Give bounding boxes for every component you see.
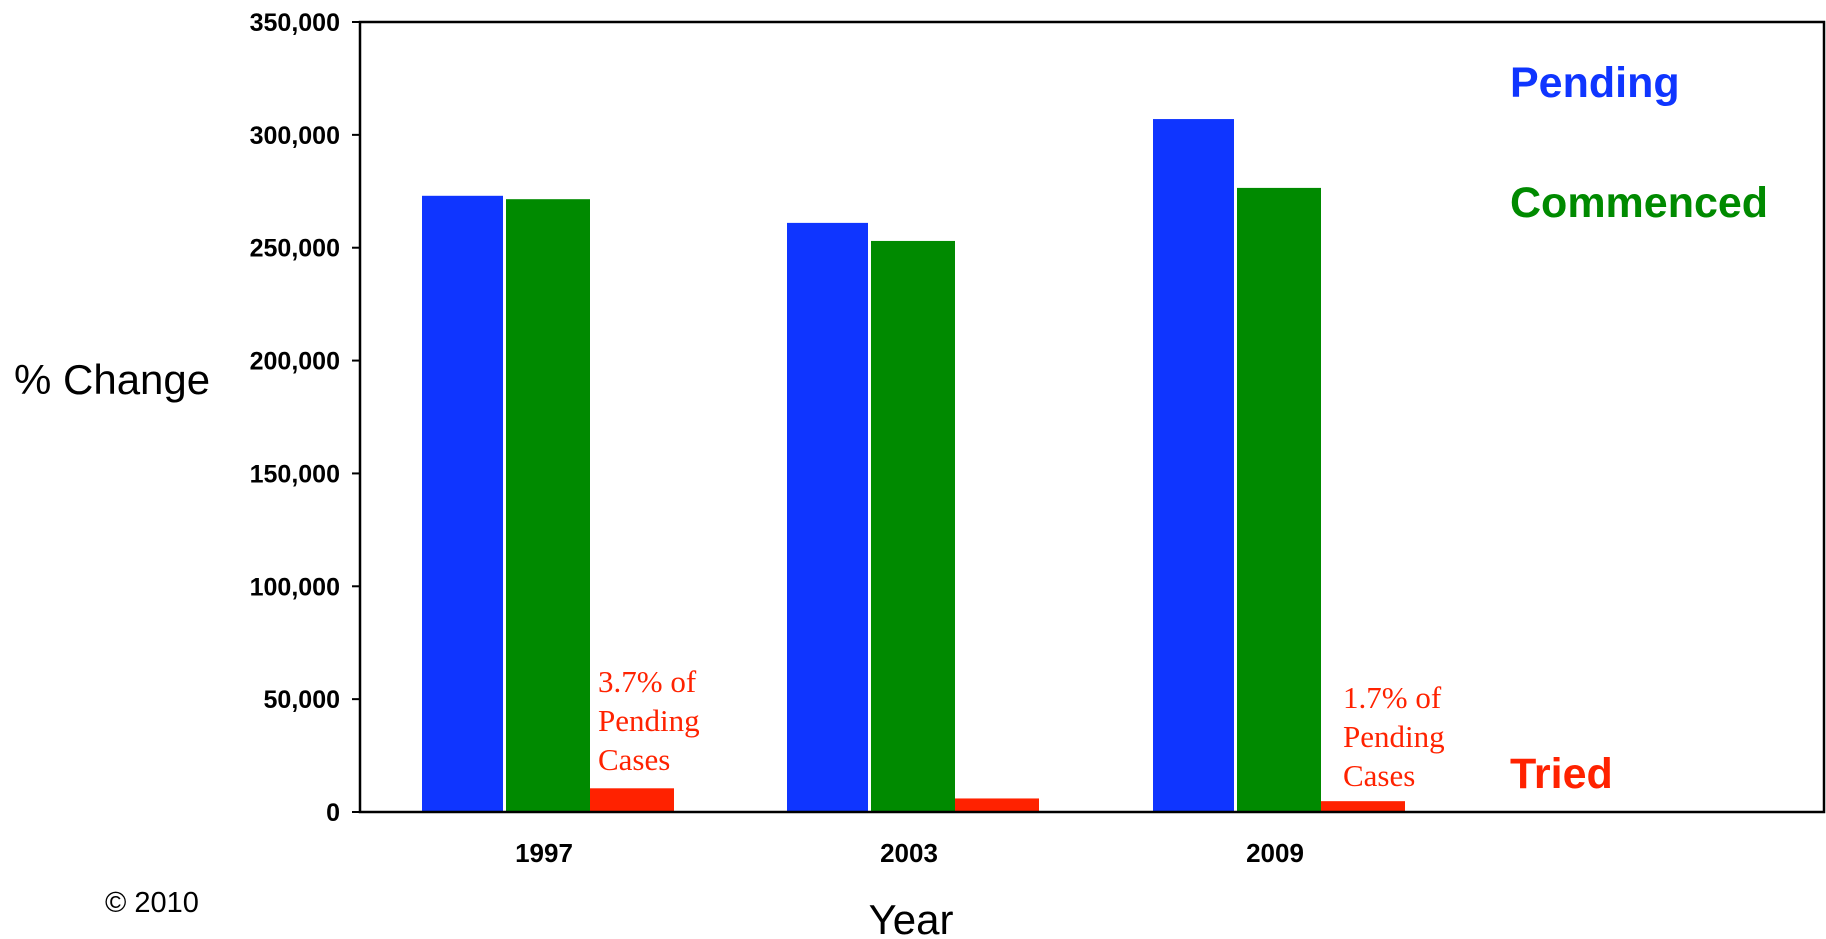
y-tick-label: 300,000 — [250, 122, 340, 150]
legend: Pending Commenced Tried — [1510, 59, 1768, 798]
bar-commenced-1997 — [506, 199, 590, 812]
legend-entry-pending: Pending — [1510, 59, 1680, 107]
y-tick-label: 50,000 — [264, 686, 340, 714]
annotation-1997: 3.7% of Pending Cases — [598, 664, 700, 777]
legend-entry-tried: Tried — [1510, 750, 1613, 798]
annotations: 3.7% of Pending Cases 1.7% of Pending Cases — [598, 664, 1445, 793]
y-tick-label: 200,000 — [250, 348, 340, 376]
y-axis-ticks: 0 50,000 100,000 150,000 200,000 250,000 300,0… — [250, 9, 360, 827]
bar-tried-2009 — [1321, 801, 1405, 812]
y-tick-label: 150,000 — [250, 460, 340, 488]
bar-commenced-2009 — [1237, 187, 1321, 812]
y-tick-label: 350,000 — [250, 9, 340, 37]
x-category-label: 2003 — [880, 838, 938, 868]
plot-frame — [358, 20, 1826, 814]
x-category-label: 1997 — [515, 838, 573, 868]
bar-pending-2003 — [787, 222, 868, 812]
x-axis-title: Year — [869, 896, 954, 939]
y-tick-label: 0 — [326, 799, 340, 827]
copyright-text: © 2010 — [105, 887, 199, 919]
y-tick-label: 100,000 — [250, 573, 340, 601]
y-axis-title: % Change — [14, 356, 210, 403]
bars-layer — [422, 119, 1405, 813]
legend-entry-commenced: Commenced — [1510, 179, 1768, 227]
x-category-label: 2009 — [1246, 838, 1304, 868]
bar-pending-1997 — [422, 195, 503, 813]
bar-commenced-2003 — [871, 240, 955, 812]
annotation-2009: 1.7% of Pending Cases — [1343, 680, 1445, 793]
bar-tried-1997 — [590, 788, 674, 812]
y-tick-label: 250,000 — [250, 235, 340, 263]
bar-pending-2009 — [1153, 119, 1234, 813]
x-axis-categories: 1997 2003 2009 — [515, 838, 1304, 868]
bar-tried-2003 — [955, 798, 1039, 812]
